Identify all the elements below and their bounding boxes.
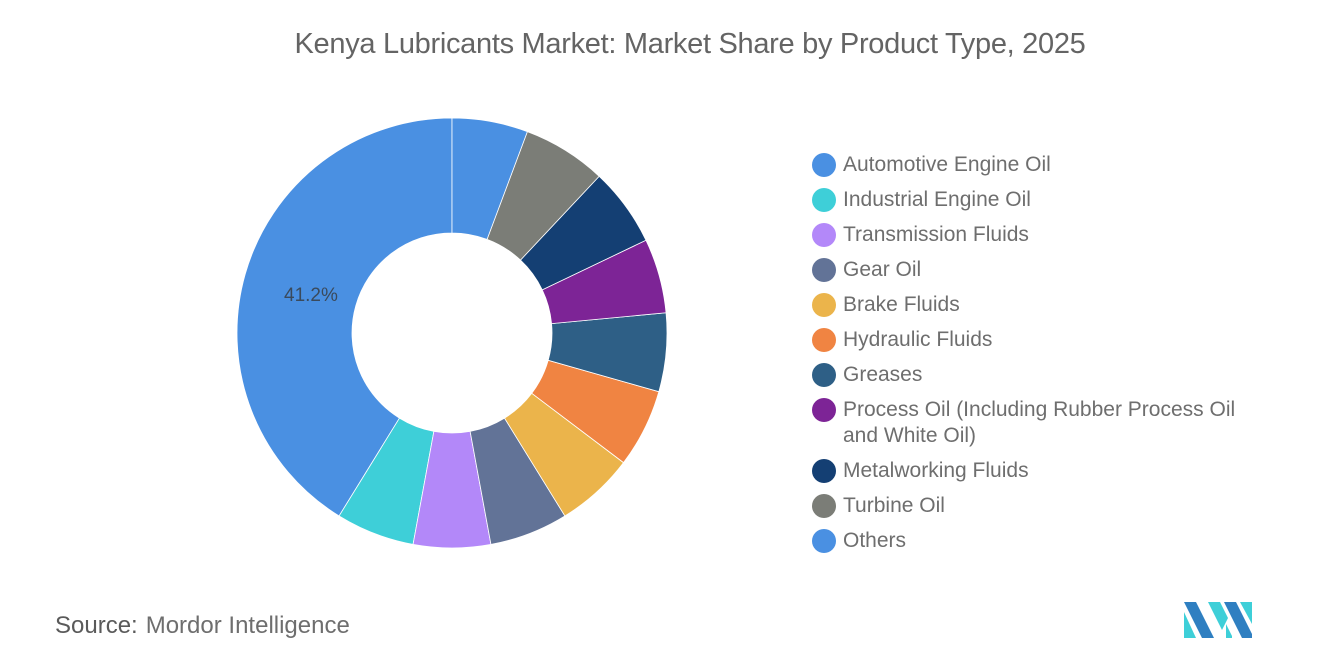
legend-label: Gear Oil [843,258,922,281]
legend-item: Gear Oil [812,257,1272,283]
legend-swatch-icon [812,258,836,282]
mordor-logo-icon [1184,602,1252,638]
legend-swatch-icon [812,188,836,212]
legend-label: Metalworking Fluids [843,459,1029,482]
legend-label: Greases [843,363,923,386]
legend-label: Others [843,529,907,552]
legend-item: Hydraulic Fluids [812,327,1272,353]
legend-item: Transmission Fluids [812,222,1272,248]
data-label-automotive: 41.2% [284,285,338,306]
source-note: Source: Mordor Intelligence [55,612,350,640]
legend: Automotive Engine Oil Industrial Engine … [812,152,1272,563]
legend-item: Greases [812,362,1272,388]
legend-label: Brake Fluids [843,293,960,316]
legend-item: Turbine Oil [812,493,1272,519]
legend-item: Others [812,528,1272,554]
legend-label: Transmission Fluids [843,223,1029,246]
legend-swatch-icon [812,223,836,247]
legend-label: Turbine Oil [843,494,945,517]
legend-swatch-icon [812,459,836,483]
legend-swatch-icon [812,328,836,352]
legend-item: Automotive Engine Oil [812,152,1272,178]
donut-chart [230,110,680,560]
legend-swatch-icon [812,293,836,317]
legend-swatch-icon [812,153,836,177]
legend-item: Brake Fluids [812,292,1272,318]
donut-svg [236,117,668,549]
source-value: Mordor Intelligence [145,612,350,639]
legend-item: Metalworking Fluids [812,458,1272,484]
legend-swatch-icon [812,529,836,553]
legend-swatch-icon [812,398,836,422]
chart-title: Kenya Lubricants Market: Market Share by… [294,28,1086,60]
legend-label: Process Oil (Including Rubber Process Oi… [843,398,1236,447]
legend-label: Industrial Engine Oil [843,188,1031,211]
donut-slice [236,117,453,517]
legend-swatch-icon [812,494,836,518]
legend-label: Automotive Engine Oil [843,153,1051,176]
source-label: Source: [55,612,138,639]
donut-slice [451,117,528,240]
legend-label: Hydraulic Fluids [843,328,993,351]
legend-item: Industrial Engine Oil [812,187,1272,213]
legend-item: Process Oil (Including Rubber Process Oi… [812,397,1272,449]
legend-swatch-icon [812,363,836,387]
